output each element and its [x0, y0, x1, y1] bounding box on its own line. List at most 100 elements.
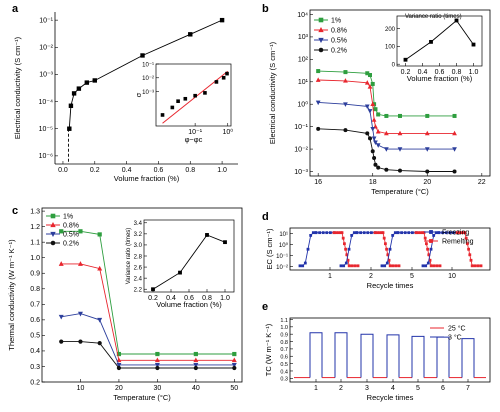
panel-d: d 10⁻² 10⁻¹ 10⁰ 10¹ 1 2 5 10 Recycle times EC (S c… — [262, 211, 491, 290]
data-point — [397, 147, 403, 152]
remelting-point — [432, 264, 436, 268]
y-tick-label: 10⁰ — [279, 242, 289, 249]
y-tick-label: 0.9 — [30, 271, 40, 278]
y-tick-label: 0.6 — [30, 317, 40, 324]
data-point — [397, 168, 402, 173]
inset-x-label: Volume fraction (%) — [156, 300, 222, 309]
panel-label: d — [262, 211, 269, 223]
panel-c: c 10 20 30 40 50 0.2 0.3 0.4 0.5 0.6 0.7 0.8 0.9 1.0 1.… — [7, 205, 243, 402]
high-step — [309, 332, 323, 378]
freezing-point — [311, 231, 315, 235]
inset-frame — [396, 15, 483, 67]
x-tick-label: 16 — [314, 179, 322, 186]
legend-marker — [50, 221, 56, 228]
y-tick-label: 0.4 — [280, 369, 288, 375]
data-point — [425, 113, 430, 118]
data-point — [154, 357, 160, 363]
y-tick-label: 3.4 — [134, 221, 143, 227]
panel-label: b — [262, 3, 269, 15]
inset-point — [183, 96, 188, 101]
data-point — [367, 84, 373, 89]
y-tick-label: 200 — [385, 27, 396, 33]
data-point — [232, 351, 237, 357]
freezing-point — [380, 264, 384, 268]
x-tick-label: 4 — [391, 385, 395, 392]
freezing-point — [391, 234, 395, 237]
y-tick-label: 10⁻⁵ — [39, 126, 53, 133]
inset-point — [178, 270, 182, 275]
freezing-point — [347, 247, 351, 251]
legend-marker — [318, 37, 324, 44]
inset-line — [405, 19, 474, 61]
remelting-point — [476, 264, 480, 268]
data-point — [372, 156, 377, 161]
panel-label: c — [12, 205, 18, 217]
data-point — [193, 357, 199, 363]
freezing-point — [352, 231, 356, 235]
x-tick-label: 1.0 — [217, 167, 227, 174]
data-point — [116, 362, 122, 368]
freezing-point — [318, 231, 322, 235]
data-point — [140, 53, 145, 58]
y-tick-label: 2.4 — [134, 276, 143, 282]
remelting-point — [470, 264, 474, 268]
freezing-point — [366, 231, 370, 235]
freezing-line — [300, 232, 334, 267]
inset-point — [170, 105, 175, 110]
freezing-point — [451, 231, 455, 235]
x-tick-label: 22 — [478, 179, 486, 186]
series-line — [61, 313, 235, 366]
y-tick-label: 10³ — [298, 34, 309, 41]
y-tick-label: 1.1 — [280, 318, 288, 324]
remelting-point — [416, 231, 420, 235]
inset-y-label: Variance ratio (times) — [126, 228, 132, 285]
inset-point — [454, 18, 459, 23]
freezing-point — [441, 231, 445, 235]
y-tick-label: 10⁰ — [297, 101, 308, 109]
x-tick-label: 0.8 — [202, 295, 212, 302]
y-axis-label: Electrical conductivity (S cm⁻¹) — [268, 41, 277, 144]
series-line — [318, 70, 455, 117]
y-tick-label: 0.8 — [30, 286, 40, 293]
legend-label: 0.2% — [331, 48, 347, 55]
inset-point — [429, 39, 433, 44]
x-tick-label: 10 — [448, 273, 456, 280]
x-axis-label: Recycle times — [367, 281, 414, 290]
data-point — [232, 365, 237, 371]
legend-label: 0.5% — [63, 232, 79, 239]
x-tick-label: 20 — [115, 385, 123, 392]
remelting-point — [388, 264, 392, 268]
freezing-point — [388, 247, 392, 251]
legend-marker — [429, 230, 433, 234]
data-point — [367, 136, 372, 141]
inset-c: 0.2 0.4 0.6 0.8 1.0 2.2 2.4 2.6 2.8 3.0 3.2 3.4 Volu… — [126, 219, 235, 309]
data-point — [77, 261, 83, 266]
data-point — [97, 265, 103, 271]
remelting-point — [394, 264, 398, 268]
remelting-point — [465, 242, 469, 246]
data-point — [78, 229, 83, 234]
freezing-point — [298, 264, 302, 268]
y-tick-label: 0.9 — [280, 332, 288, 338]
y-tick-label: 10⁻¹ — [276, 254, 288, 260]
data-point — [77, 311, 83, 317]
y-tick-label: 0.5 — [30, 333, 40, 340]
data-point — [116, 351, 122, 357]
inset-point — [151, 287, 155, 292]
data-point — [376, 165, 381, 170]
remelting-point — [381, 231, 385, 235]
data-point — [97, 341, 102, 346]
remelting-point — [334, 231, 338, 235]
y-tick-label: 1.0 — [280, 325, 288, 331]
inset-point — [203, 91, 207, 95]
data-point — [67, 126, 72, 131]
y-tick-label: 10⁻¹ — [142, 62, 154, 68]
y-axis-label: TC (W m⁻¹ K⁻¹) — [264, 323, 273, 376]
y-tick-label: 1.1 — [30, 239, 40, 246]
data-point — [370, 101, 376, 107]
y-axis-label: Electrical conductivity (S cm⁻¹) — [13, 36, 22, 139]
x-tick-label: 18 — [369, 179, 377, 186]
y-tick-label: 1.2 — [30, 224, 40, 231]
data-point — [76, 86, 82, 91]
